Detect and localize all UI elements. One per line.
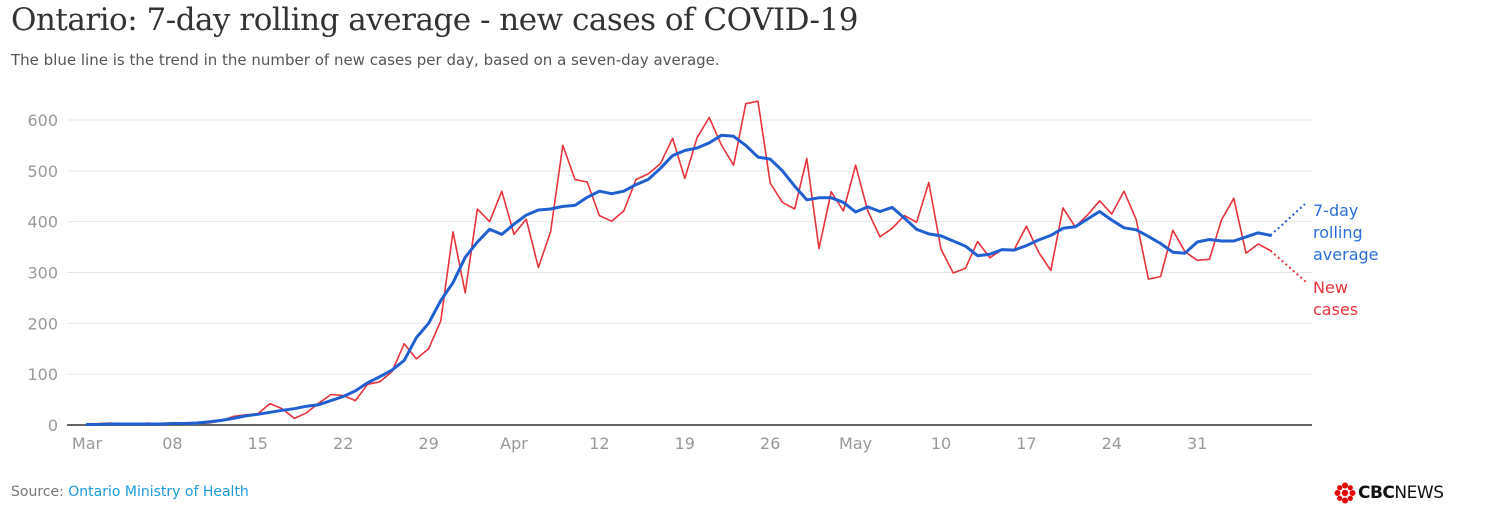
cbc-news-logo: CBC NEWS [1334,482,1444,504]
chart-subtitle: The blue line is the trend in the number… [11,51,720,69]
source-label: Source: [11,484,69,500]
x-tick-label: May [839,434,872,453]
x-tick-label: 26 [760,434,780,453]
logo-news-text: NEWS [1394,483,1444,503]
source-link[interactable]: Ontario Ministry of Health [68,484,249,500]
x-tick-label: Apr [500,434,528,453]
y-tick-label: 0 [48,416,58,435]
y-tick-label: 600 [27,111,58,130]
legend-new-cases-label: cases [1313,300,1358,319]
x-tick-label: 19 [675,434,695,453]
gridlines [67,119,1312,375]
y-tick-label: 400 [27,213,58,232]
x-tick-label: 31 [1187,434,1207,453]
series-lines [85,100,1272,426]
x-tick-label: 10 [931,434,951,453]
x-tick-label: Mar [72,434,103,453]
y-tick-label: 200 [27,314,58,333]
logo-cbc-text: CBC [1358,483,1395,503]
legend-rolling-average-label: 7-day [1313,201,1358,220]
x-tick-label: 17 [1016,434,1036,453]
y-tick-label: 500 [27,162,58,181]
legend: 7-day rolling average New cases [1269,201,1379,319]
x-tick-label: 29 [418,434,438,453]
x-tick-label: 22 [333,434,353,453]
new-cases-line [86,100,1272,426]
legend-rolling-average-label: rolling [1313,223,1363,242]
cbc-gem-icon [1334,482,1356,504]
x-axis-ticks: Mar 08 15 22 29 Apr 12 19 26 May 10 17 24 31 [72,434,1207,453]
source-note: Source: Ontario Ministry of Health [11,484,249,500]
x-tick-label: 15 [248,434,268,453]
x-tick-label: 08 [162,434,182,453]
y-axis-ticks: 0 100 200 300 400 500 600 [27,111,58,435]
chart-title: Ontario: 7-day rolling average - new cas… [11,2,858,38]
rolling-average-line [85,133,1272,426]
y-tick-label: 300 [27,264,58,283]
x-tick-label: 24 [1102,434,1122,453]
y-tick-label: 100 [27,365,58,384]
x-tick-label: 12 [589,434,609,453]
legend-new-cases-label: New [1313,278,1348,297]
legend-rolling-average-label: average [1313,245,1379,264]
new-cases-leader [1269,249,1307,283]
line-chart: 0 100 200 300 400 500 600 Mar 08 15 22 29 Apr 12 19 26… [27,100,1379,453]
rolling-average-leader [1269,203,1306,237]
